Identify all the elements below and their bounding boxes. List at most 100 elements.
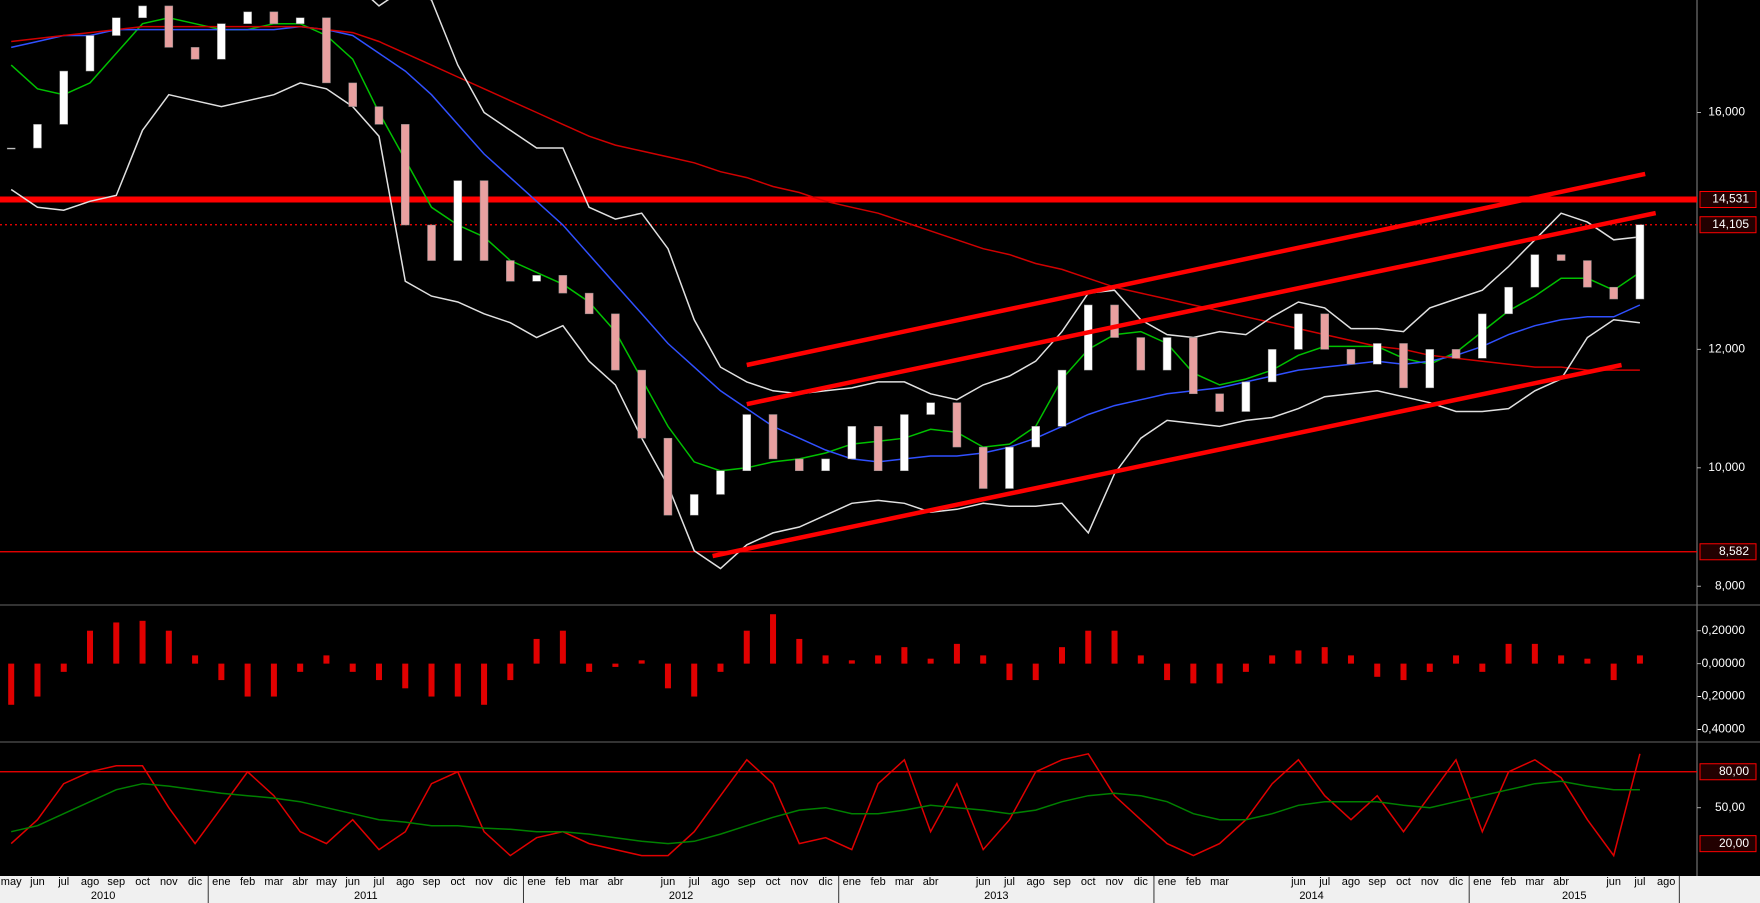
level-label: 14,105 bbox=[1712, 217, 1749, 231]
level-label-box bbox=[1699, 216, 1757, 234]
x-tick-label: ene bbox=[212, 876, 230, 888]
bar bbox=[1636, 655, 1643, 664]
candle bbox=[295, 17, 305, 24]
year-label: 2010 bbox=[91, 890, 115, 902]
level-label: 8,582 bbox=[1719, 544, 1749, 558]
bar bbox=[481, 663, 488, 705]
bar bbox=[1059, 647, 1065, 664]
candle bbox=[1399, 343, 1408, 389]
candle bbox=[1110, 304, 1119, 338]
bar bbox=[848, 660, 855, 664]
bar bbox=[1137, 655, 1144, 664]
bar bbox=[375, 663, 382, 681]
x-tick-label: dic bbox=[819, 876, 834, 888]
candle bbox=[663, 437, 673, 516]
level-label: 20,00 bbox=[1719, 836, 1749, 850]
bar bbox=[139, 620, 146, 664]
x-tick-label: nov bbox=[1421, 876, 1439, 888]
x-tick-label: abr bbox=[607, 876, 623, 888]
bar bbox=[1269, 655, 1276, 664]
level-label-box bbox=[1699, 190, 1757, 208]
bar bbox=[1584, 658, 1591, 664]
candle bbox=[873, 426, 883, 472]
bar bbox=[822, 655, 829, 664]
candle bbox=[322, 17, 331, 84]
bar bbox=[297, 663, 304, 672]
indicator-line bbox=[371, 0, 1640, 401]
candle bbox=[742, 414, 752, 472]
x-tick-label: ago bbox=[396, 876, 414, 888]
candle bbox=[1136, 337, 1146, 371]
x-tick-label: feb bbox=[870, 876, 885, 888]
x-tick-label: dic bbox=[1134, 876, 1149, 888]
candle bbox=[59, 70, 68, 125]
candle bbox=[1609, 286, 1618, 300]
y-tick-label: 50,00 bbox=[1715, 800, 1745, 814]
candle bbox=[1267, 349, 1277, 383]
year-label: 2015 bbox=[1562, 890, 1586, 902]
candle bbox=[768, 414, 778, 460]
candle bbox=[926, 402, 935, 415]
candle bbox=[269, 11, 279, 24]
x-tick-label: feb bbox=[555, 876, 570, 888]
bar bbox=[323, 655, 330, 664]
x-tick-label: jun bbox=[975, 876, 991, 888]
bar bbox=[980, 655, 987, 664]
x-tick-label: oct bbox=[766, 876, 781, 888]
candle bbox=[584, 292, 594, 315]
x-tick-label: sep bbox=[1368, 876, 1386, 888]
candle bbox=[112, 17, 121, 36]
bar bbox=[953, 643, 960, 664]
bar bbox=[1400, 663, 1407, 681]
indicator-line bbox=[11, 25, 1640, 371]
bar bbox=[507, 663, 514, 681]
trend-line bbox=[712, 362, 1623, 559]
x-tick-label: oct bbox=[450, 876, 465, 888]
bar bbox=[664, 663, 671, 689]
candle bbox=[716, 470, 725, 495]
bar bbox=[1295, 650, 1302, 664]
x-tick-label: nov bbox=[160, 876, 178, 888]
candle bbox=[243, 11, 252, 24]
bar bbox=[1190, 663, 1197, 684]
bar bbox=[1085, 630, 1092, 664]
x-tick-label: sep bbox=[1053, 876, 1071, 888]
y-tick-label: 8,000 bbox=[1715, 578, 1745, 592]
x-tick-label: jun bbox=[344, 876, 360, 888]
candle bbox=[532, 275, 541, 282]
bar bbox=[1164, 663, 1171, 681]
x-tick-label: ago bbox=[711, 876, 729, 888]
trend-line bbox=[746, 210, 1657, 407]
trend-line bbox=[746, 171, 1646, 368]
bar bbox=[1111, 630, 1118, 664]
y-tick-label: -0,40000 bbox=[1698, 722, 1746, 736]
year-label: 2011 bbox=[354, 890, 378, 902]
year-label: 2013 bbox=[984, 890, 1008, 902]
year-label: 2012 bbox=[669, 890, 693, 902]
candle bbox=[1530, 254, 1540, 288]
x-tick-label: mar bbox=[264, 876, 283, 888]
candle bbox=[1320, 313, 1329, 350]
x-tick-label: jun bbox=[1290, 876, 1306, 888]
level-label: 14,531 bbox=[1712, 192, 1749, 206]
bar bbox=[770, 614, 777, 664]
candle bbox=[217, 23, 226, 60]
candle bbox=[847, 426, 857, 460]
x-tick-label: nov bbox=[475, 876, 493, 888]
x-tick-label: nov bbox=[790, 876, 808, 888]
indicator-line bbox=[10, 17, 1641, 472]
bar bbox=[796, 638, 803, 664]
x-tick-label: sep bbox=[423, 876, 441, 888]
x-tick-label: jul bbox=[372, 876, 384, 888]
candle bbox=[427, 224, 436, 261]
x-tick-label: abr bbox=[1553, 876, 1569, 888]
x-tick-label: mar bbox=[1210, 876, 1229, 888]
candle bbox=[190, 47, 200, 60]
bar bbox=[1216, 663, 1223, 684]
x-tick-label: abr bbox=[292, 876, 308, 888]
candle bbox=[795, 458, 804, 472]
y-tick-label: 0,00000 bbox=[1702, 656, 1746, 670]
candle bbox=[1189, 337, 1198, 395]
